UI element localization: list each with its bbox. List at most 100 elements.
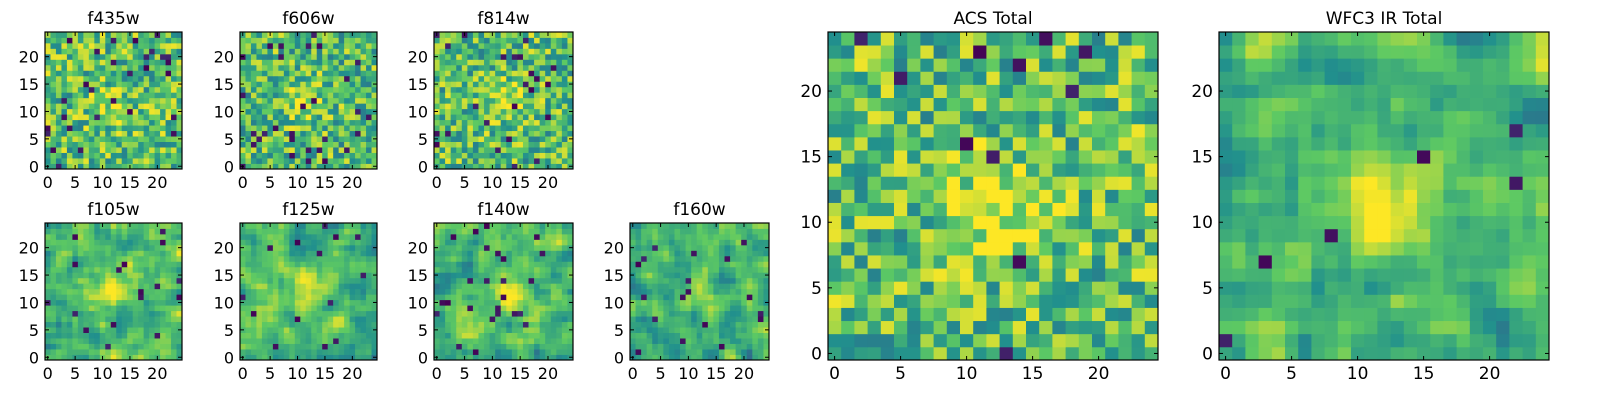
heatmap-cell — [663, 305, 670, 312]
heatmap-cell — [663, 266, 670, 273]
heatmap-cell — [283, 163, 290, 170]
heatmap-cell — [707, 228, 714, 235]
heatmap-cell — [171, 81, 177, 88]
heatmap-cell — [138, 48, 145, 55]
heatmap-cell — [467, 48, 474, 55]
heatmap-cell — [278, 103, 285, 110]
heatmap-cell — [333, 327, 340, 333]
heatmap-cell — [545, 255, 552, 262]
heatmap-cell — [245, 294, 252, 301]
heatmap-cell — [567, 86, 574, 93]
heatmap-cell — [160, 321, 166, 328]
heatmap-cell — [72, 97, 79, 104]
heatmap-cell — [160, 338, 166, 344]
heatmap-cell — [344, 130, 350, 137]
heatmap-cell — [171, 64, 177, 71]
heatmap-cell — [456, 294, 463, 301]
heatmap-cell — [434, 255, 440, 262]
heatmap-cell — [316, 327, 323, 333]
y-tick-label: 15 — [604, 266, 624, 285]
heatmap-cell — [735, 272, 742, 279]
heatmap-cell — [61, 53, 68, 60]
heatmap-cell — [489, 233, 496, 240]
heatmap-cell — [240, 37, 246, 44]
heatmap-cell — [1144, 189, 1159, 203]
heatmap-cell — [267, 53, 274, 60]
heatmap-cell — [534, 266, 541, 273]
heatmap-cell — [685, 338, 692, 344]
heatmap-cell — [668, 321, 675, 328]
heatmap-cell — [484, 97, 490, 104]
heatmap-cell — [456, 32, 463, 38]
heatmap-cell — [110, 338, 117, 344]
heatmap-cell — [66, 42, 73, 49]
heatmap-cell — [121, 75, 128, 82]
heatmap-cell — [741, 294, 748, 301]
heatmap-cells — [630, 223, 770, 361]
heatmap-cell — [176, 48, 183, 55]
heatmap-cell — [171, 42, 177, 49]
heatmap-cell — [77, 299, 84, 306]
heatmap-cell — [730, 244, 737, 251]
heatmap-cell — [946, 176, 961, 190]
heatmap-cell — [88, 305, 95, 312]
heatmap-cell — [322, 48, 329, 55]
heatmap-cell — [127, 92, 134, 99]
heatmap-cell — [371, 147, 378, 153]
heatmap-cell — [333, 163, 340, 170]
heatmap-cell — [116, 299, 123, 306]
heatmap-cell — [439, 119, 446, 126]
heatmap-cell — [267, 48, 274, 55]
heatmap-cell — [61, 250, 68, 257]
heatmap-cell — [143, 305, 150, 312]
heatmap-cell — [94, 272, 101, 279]
heatmap-cell — [506, 261, 513, 268]
heatmap-cell — [668, 288, 675, 295]
heatmap-cell — [484, 86, 490, 93]
heatmap-cell — [316, 158, 323, 164]
heatmap-cell — [434, 119, 440, 126]
heatmap-cell — [1012, 189, 1027, 203]
heatmap-cell — [730, 310, 737, 317]
heatmap-cell — [511, 272, 518, 279]
heatmap-cell — [933, 333, 948, 348]
heatmap-cell — [50, 316, 57, 323]
heatmap-cell — [450, 141, 457, 148]
heatmap-cell — [327, 108, 334, 115]
heatmap-cell — [724, 310, 731, 317]
heatmap-cell — [278, 261, 285, 268]
heatmap-cell — [920, 176, 934, 190]
heatmap-cell — [517, 321, 524, 328]
heatmap-cell — [50, 152, 57, 159]
y-tick-label: 5 — [418, 321, 428, 340]
heatmap-cell — [160, 299, 166, 306]
heatmap-cell — [539, 70, 546, 77]
heatmap-cells — [240, 32, 378, 170]
heatmap-cell — [724, 354, 731, 361]
heatmap-cell — [88, 288, 95, 295]
heatmap-cell — [691, 277, 698, 284]
heatmap-cell — [316, 75, 323, 82]
heatmap-cell — [511, 223, 518, 229]
heatmap-cell — [1105, 241, 1119, 256]
heatmap-cell — [165, 266, 172, 273]
heatmap-cell — [746, 349, 753, 355]
heatmap-cell — [289, 261, 296, 268]
heatmap-cell — [355, 327, 361, 333]
heatmap-cell — [261, 349, 268, 355]
heatmap-cell — [327, 316, 334, 323]
heatmap-cell — [550, 141, 557, 148]
heatmap-cell — [61, 349, 68, 355]
heatmap-cell — [746, 288, 753, 295]
heatmap-cell — [149, 37, 155, 44]
heatmap-cell — [116, 272, 123, 279]
heatmap-cell — [154, 42, 161, 49]
heatmap-cell — [960, 215, 974, 230]
heatmap-cell — [691, 338, 698, 344]
heatmap-cell — [333, 294, 340, 301]
heatmap-cell — [316, 343, 323, 350]
heatmap-cell — [735, 332, 742, 339]
heatmap-cell — [256, 130, 263, 137]
heatmap-cell — [511, 147, 518, 153]
heatmap-cell — [920, 294, 934, 308]
